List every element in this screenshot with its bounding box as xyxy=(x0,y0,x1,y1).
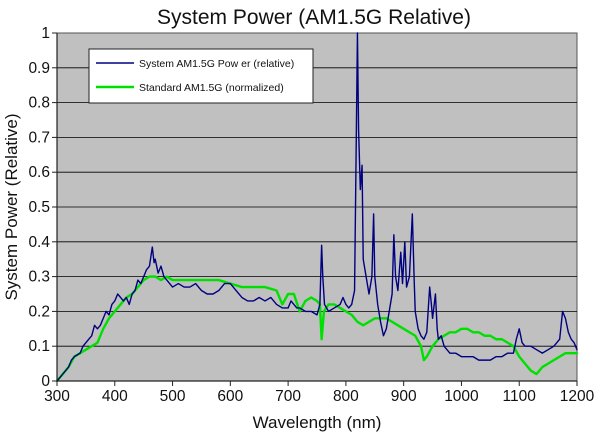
y-tick-label-0: 0 xyxy=(41,373,50,390)
y-tick-label-9: 0.9 xyxy=(28,60,50,77)
series-line-system-power xyxy=(56,32,578,382)
x-tick-label-9: 1200 xyxy=(560,388,595,405)
chart-title: System Power (AM1.5G Relative) xyxy=(157,6,471,29)
legend-label-standard: Standard AM1.5G (normalized) xyxy=(139,82,284,94)
x-tick-label-7: 1000 xyxy=(444,388,479,405)
x-axis-label: Wavelength (nm) xyxy=(253,413,382,432)
x-tick-label-6: 900 xyxy=(391,388,417,405)
y-tick-label-6: 0.6 xyxy=(28,164,50,181)
y-tick-label-1: 0.1 xyxy=(28,338,50,355)
y-tick-label-8: 0.8 xyxy=(28,95,50,112)
y-tick-label-10: 1 xyxy=(41,25,50,42)
legend: System AM1.5G Pow er (relative) Standard… xyxy=(88,48,314,104)
y-tick-label-2: 0.2 xyxy=(28,303,50,320)
x-tick-label-2: 500 xyxy=(160,388,186,405)
y-axis-label: System Power (Relative) xyxy=(2,113,21,300)
x-tick-label-1: 400 xyxy=(102,388,128,405)
series-line-standard-am15g xyxy=(55,275,579,383)
y-tick-label-5: 0.5 xyxy=(28,199,50,216)
x-tick-label-3: 600 xyxy=(217,388,243,405)
series-layer xyxy=(55,32,579,383)
y-tick-label-7: 0.7 xyxy=(28,129,50,146)
x-tick-label-4: 700 xyxy=(275,388,301,405)
x-tick-label-5: 800 xyxy=(333,388,359,405)
axis-layer: 0 0.1 0.2 0.3 0.4 0.5 0.6 0.7 0.8 0.9 1 300 400 500 60… xyxy=(28,25,594,405)
y-tick-label-4: 0.4 xyxy=(28,234,50,251)
x-tick-label-8: 1100 xyxy=(503,388,537,405)
legend-box xyxy=(88,48,314,104)
legend-label-system: System AM1.5G Pow er (relative) xyxy=(139,58,294,70)
y-tick-label-3: 0.3 xyxy=(28,269,50,286)
x-tick-label-0: 300 xyxy=(44,388,70,405)
